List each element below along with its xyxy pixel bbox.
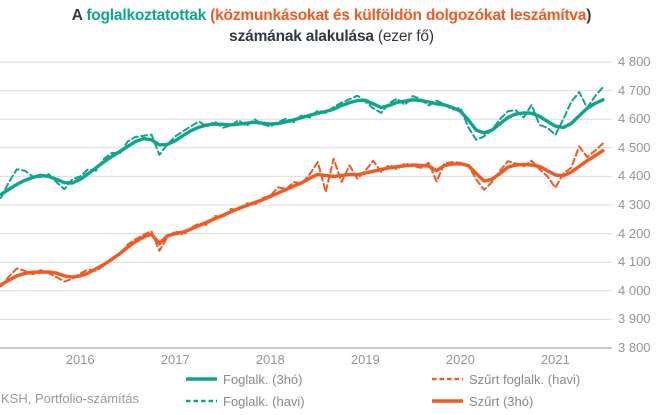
- y-axis-labels: 4 800 4 700 4 600 4 500 4 400 4 300 4 200 4 100…: [618, 0, 663, 370]
- x-tick-label: 2017: [160, 352, 190, 367]
- legend-marker-solid-orange: [432, 399, 463, 403]
- title-segment: (ezer fő): [377, 28, 434, 45]
- legend-marker-dashed-orange: [432, 377, 463, 381]
- legend-label: Szűrt foglalk. (havi): [469, 371, 581, 387]
- legend-marker-dashed-teal: [186, 399, 217, 403]
- x-tick-label: 2021: [540, 352, 570, 367]
- x-tick-label: 2019: [350, 352, 380, 367]
- y-tick-label: 4 000: [618, 282, 651, 298]
- legend-item-szurt-foglalk-havi[interactable]: Szűrt foglalk. (havi): [431, 371, 580, 387]
- y-tick-label: 3 900: [618, 311, 651, 327]
- x-tick-label: 2020: [445, 352, 475, 367]
- title-segment: ) számának alakulása: [229, 7, 592, 45]
- legend-label: Szűrt (3hó): [469, 393, 534, 409]
- x-tick-label: 2018: [255, 352, 285, 367]
- y-tick-label: 4 400: [618, 168, 651, 184]
- legend-marker-solid-teal: [186, 377, 217, 381]
- series-szurt-foglalk-havi: [0, 142, 604, 288]
- series-foglalk-3ho: [0, 98, 605, 197]
- y-tick-label: 4 600: [618, 111, 651, 127]
- x-tick-label: 2016: [65, 352, 95, 367]
- series-szurt-3ho: [0, 148, 605, 287]
- title-segment: A: [71, 7, 87, 24]
- legend-item-szurt-3ho[interactable]: Szűrt (3hó): [431, 393, 580, 409]
- legend-item-foglalk-3ho[interactable]: Foglalk. (3hó): [185, 371, 305, 387]
- y-tick-label: 4 700: [618, 82, 651, 98]
- legend-column-left: Foglalk. (3hó) Foglalk. (havi): [185, 371, 305, 415]
- title-segment: foglalkoztatottak: [86, 7, 211, 24]
- y-tick-label: 4 800: [618, 54, 651, 69]
- y-tick-label: 4 100: [618, 254, 651, 270]
- source-note: KSH, Portfolio-számítás: [1, 391, 139, 406]
- legend-column-right: Szűrt foglalk. (havi) Szűrt (3hó): [431, 371, 580, 415]
- legend-label: Foglalk. (3hó): [223, 371, 303, 387]
- chart-title: A foglalkoztatottak (közmunkásokat és kü…: [59, 5, 604, 47]
- y-tick-label: 4 300: [618, 197, 651, 212]
- y-tick-label: 3 800: [618, 340, 651, 355]
- y-tick-label: 4 500: [618, 139, 651, 155]
- legend-item-foglalk-havi[interactable]: Foglalk. (havi): [185, 393, 305, 409]
- legend-label: Foglalk. (havi): [223, 393, 305, 409]
- x-axis-labels: 2016 2017 2018 2019 2020 2021: [0, 352, 663, 368]
- title-segment: (közmunkásokat és külföldön dolgozókat l…: [210, 7, 587, 24]
- series-foglalk-havi: [0, 86, 604, 199]
- y-tick-label: 4 200: [618, 225, 651, 241]
